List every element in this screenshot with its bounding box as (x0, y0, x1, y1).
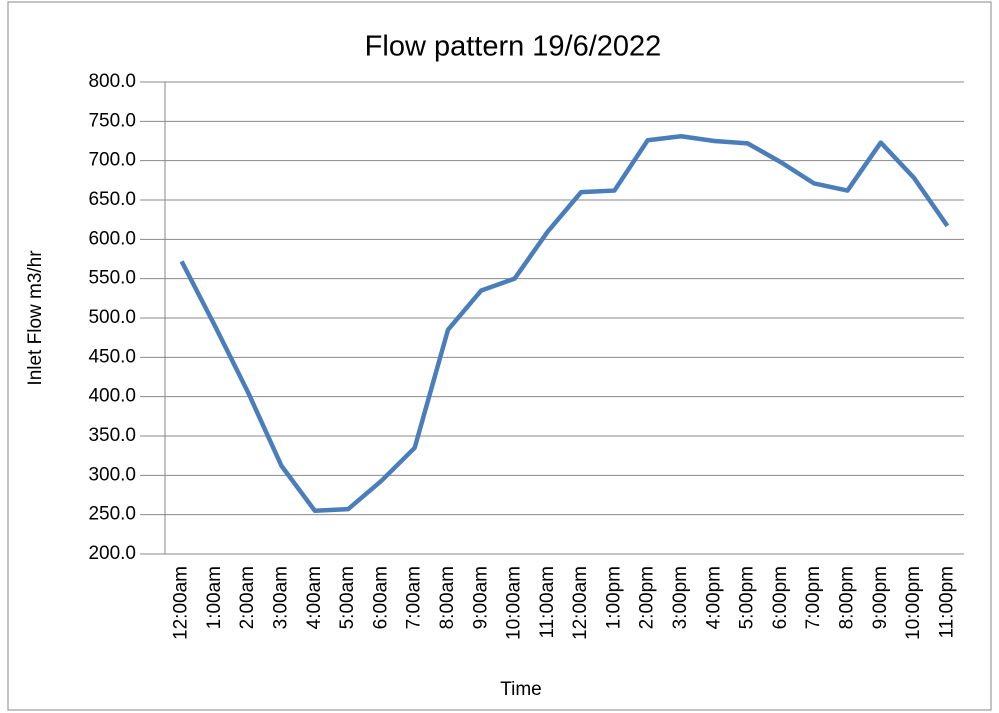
y-tick-label: 250.0 (88, 504, 136, 525)
x-tick-label: 4:00pm (703, 566, 724, 629)
x-tick-label: 7:00pm (803, 566, 824, 629)
x-tick-label: 12:00am (570, 566, 591, 640)
x-tick-label: 5:00pm (737, 566, 758, 629)
y-tick-label: 450.0 (88, 346, 136, 367)
x-tick-label: 3:00am (271, 566, 292, 629)
chart-title: Flow pattern 19/6/2022 (365, 31, 662, 63)
y-tick-label: 650.0 (88, 189, 136, 210)
y-tick-label: 300.0 (88, 464, 136, 485)
y-tick-label: 700.0 (88, 150, 136, 171)
x-tick-label: 8:00pm (836, 566, 857, 629)
chart-border (7, 1, 992, 711)
x-tick-label: 4:00am (304, 566, 325, 629)
x-tick-label: 6:00am (370, 566, 391, 629)
x-tick-label: 10:00am (504, 566, 525, 640)
x-tick-label: 1:00am (204, 566, 225, 629)
x-tick-label: 12:00am (171, 566, 192, 640)
x-tick-label: 11:00am (537, 566, 558, 639)
x-tick-label: 9:00am (470, 566, 491, 629)
x-axis-label: Time (500, 679, 542, 700)
y-tick-label: 400.0 (88, 386, 136, 407)
x-tick-label: 1:00pm (603, 566, 624, 629)
y-tick-label: 600.0 (88, 228, 136, 249)
x-tick-label: 7:00am (404, 566, 425, 629)
x-tick-label: 2:00pm (637, 566, 658, 629)
x-tick-label: 9:00pm (870, 566, 891, 629)
line-series (179, 134, 950, 513)
x-tick-label: 11:00pm (936, 566, 957, 639)
y-tick-label: 350.0 (88, 425, 136, 446)
y-tick-label: 750.0 (88, 110, 136, 131)
y-tick-label: 800.0 (88, 71, 136, 92)
y-tick-label: 500.0 (88, 307, 136, 328)
y-tick-label: 550.0 (88, 268, 136, 289)
x-tick-label: 8:00am (437, 566, 458, 629)
x-tick-label: 2:00am (237, 566, 258, 629)
x-tick-label: 6:00pm (770, 566, 791, 629)
y-tick-label: 200.0 (88, 543, 136, 564)
x-tick-label: 5:00am (337, 566, 358, 629)
y-axis-label: Inlet Flow m3/hr (25, 250, 46, 386)
x-tick-label: 10:00pm (903, 566, 924, 640)
x-tick-label: 3:00pm (670, 566, 691, 629)
